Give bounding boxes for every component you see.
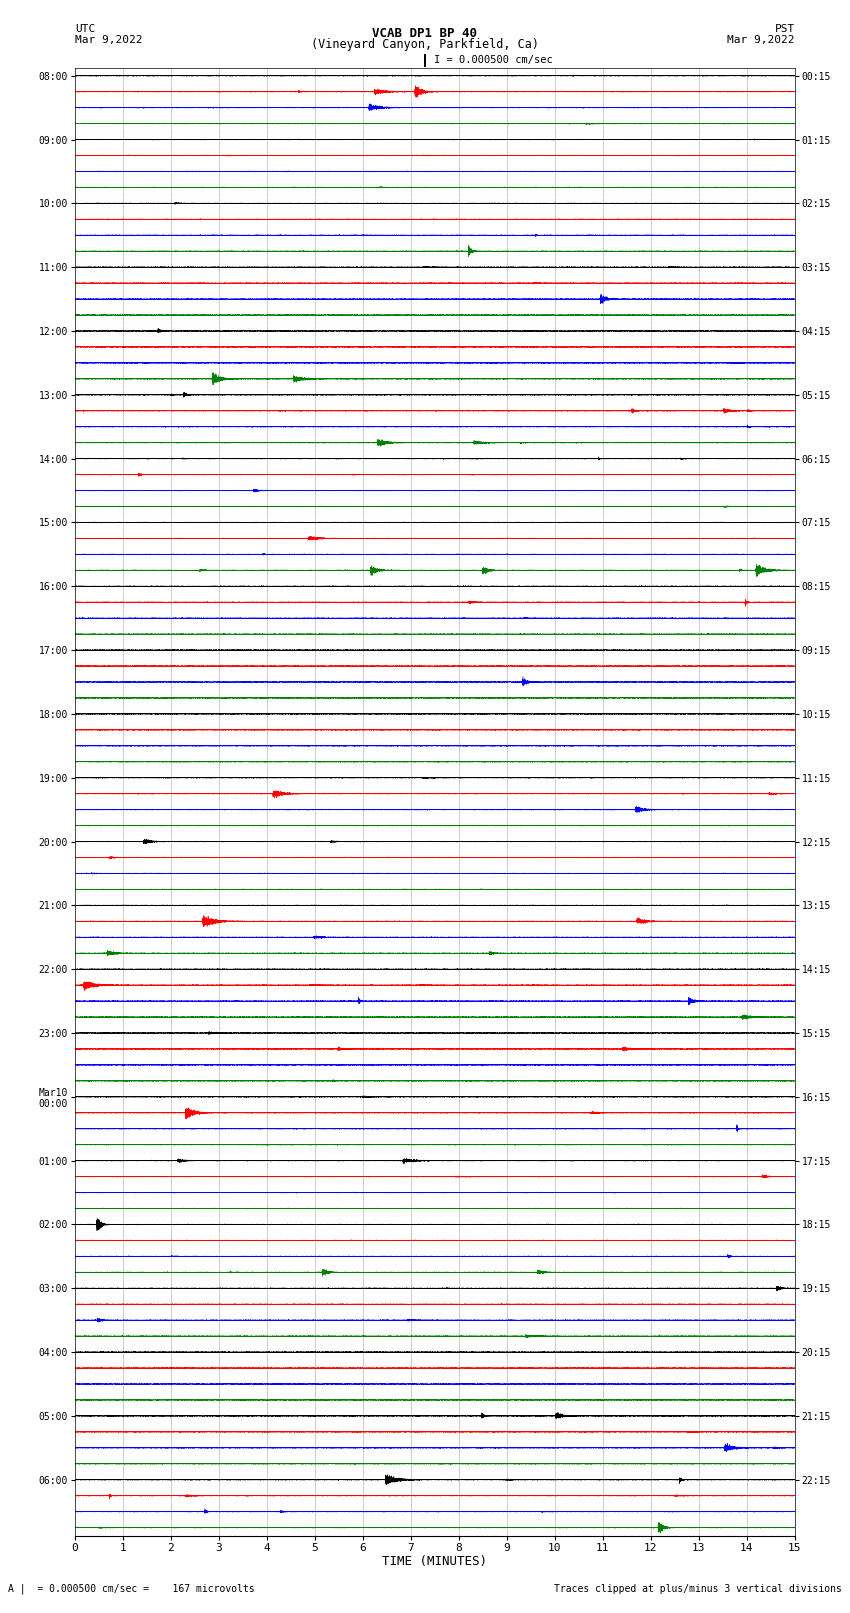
Text: Traces clipped at plus/minus 3 vertical divisions: Traces clipped at plus/minus 3 vertical …: [553, 1584, 842, 1594]
Text: Mar 9,2022: Mar 9,2022: [728, 35, 795, 45]
X-axis label: TIME (MINUTES): TIME (MINUTES): [382, 1555, 487, 1568]
Text: (Vineyard Canyon, Parkfield, Ca): (Vineyard Canyon, Parkfield, Ca): [311, 37, 539, 50]
Text: A |  = 0.000500 cm/sec =    167 microvolts: A | = 0.000500 cm/sec = 167 microvolts: [8, 1582, 255, 1594]
Text: VCAB DP1 BP 40: VCAB DP1 BP 40: [372, 26, 478, 39]
Text: PST: PST: [774, 24, 795, 34]
Text: I = 0.000500 cm/sec: I = 0.000500 cm/sec: [434, 55, 552, 66]
Text: UTC: UTC: [75, 24, 95, 34]
Text: Mar 9,2022: Mar 9,2022: [75, 35, 142, 45]
